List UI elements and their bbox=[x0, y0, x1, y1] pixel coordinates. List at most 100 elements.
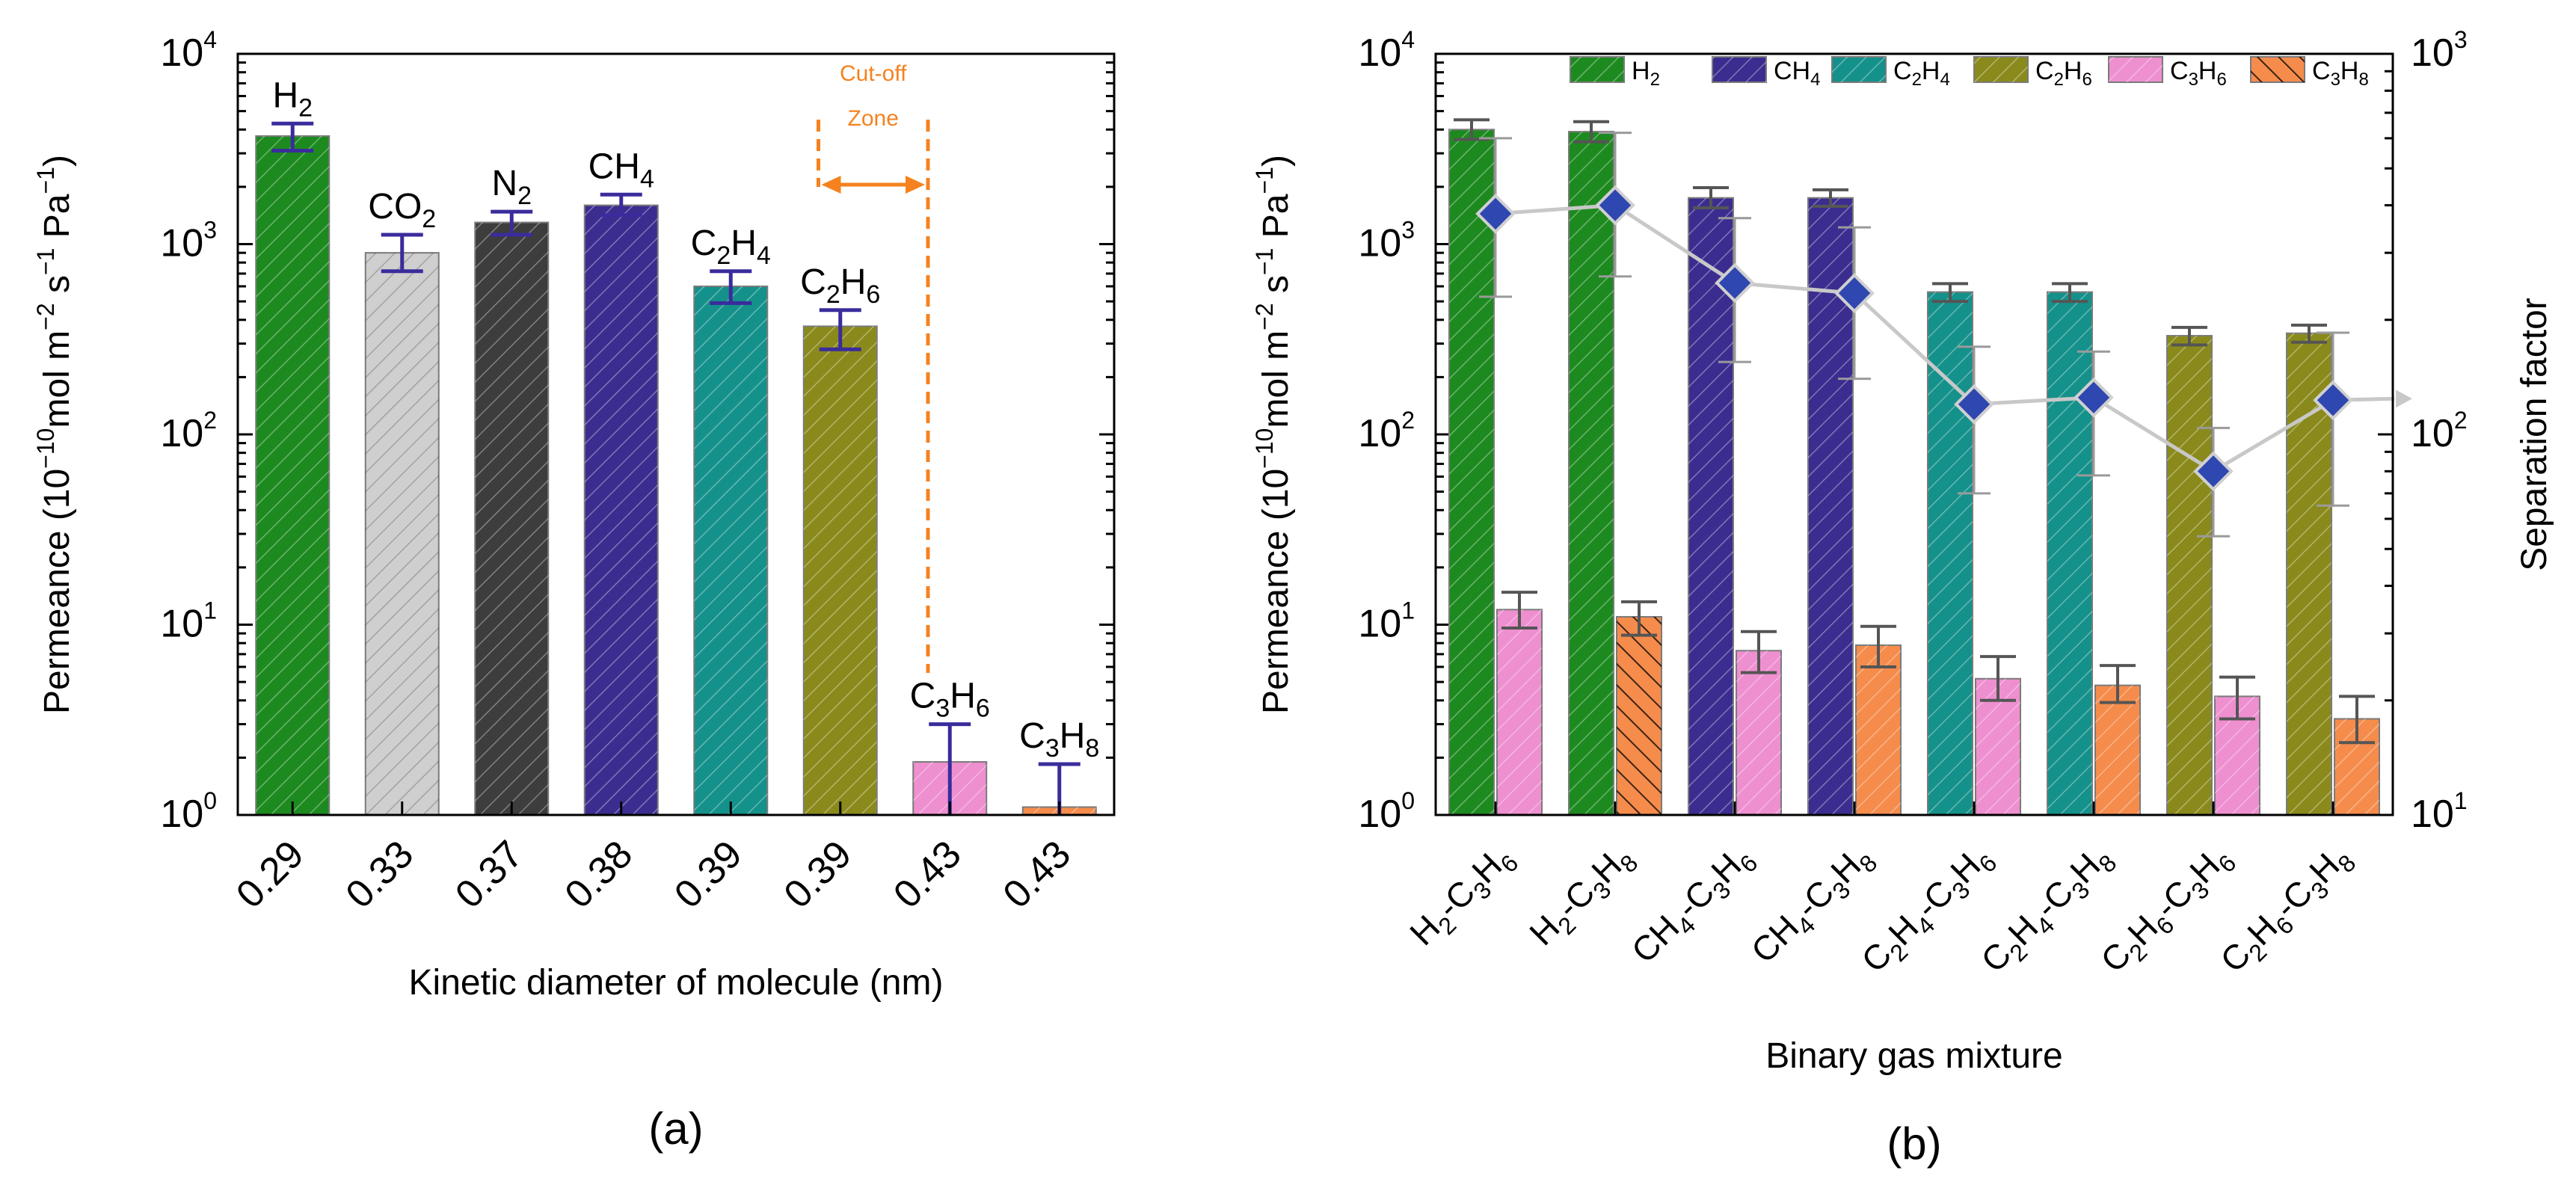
y2-tick-label-exp: 2 bbox=[2454, 407, 2468, 434]
legend-label-C2H4-part: H bbox=[1922, 57, 1940, 85]
bar-hatch-H2 bbox=[1569, 132, 1614, 816]
bar-label-CO2-part: 2 bbox=[422, 205, 436, 233]
bar-hatch-CH4 bbox=[584, 205, 658, 815]
legend-label-CH4: CH4 bbox=[1774, 57, 1820, 90]
legend-label-C2H6-part: 2 bbox=[2054, 70, 2064, 90]
y2-tick-label-exp: 1 bbox=[2454, 787, 2468, 814]
y-axis-label-part: −1 bbox=[1251, 248, 1278, 275]
bar-label-C2H6-part: C bbox=[800, 262, 826, 302]
y-axis-label: Permeance (10−10mol m−2 s−1 Pa−1) bbox=[1251, 155, 1296, 714]
y-tick-label-base: 10 bbox=[160, 412, 203, 455]
legend-label-H2: H2 bbox=[1632, 57, 1660, 90]
y-tick-label-base: 10 bbox=[1358, 603, 1401, 646]
x-tick-label: 0.38 bbox=[557, 832, 642, 917]
y-axis-label-part: ) bbox=[1256, 155, 1296, 167]
bar-label-C3H8-part: C bbox=[1019, 716, 1045, 756]
y-axis-label-part: −10 bbox=[1251, 428, 1278, 469]
legend-label-C2H6-part: H bbox=[2064, 57, 2082, 85]
panel-b-chart: 100101102103104101102103H2-C3H6H2-C3H8CH… bbox=[1251, 26, 2554, 1169]
y-axis-label-part: −2 bbox=[1251, 303, 1278, 330]
legend-swatch-hatch bbox=[2109, 57, 2162, 82]
separation-factor-point bbox=[1595, 185, 1635, 226]
bar-label-C2H6-part: 6 bbox=[866, 280, 880, 309]
legend-label-C3H6: C3H6 bbox=[2170, 57, 2227, 90]
bar-hatch-C3H8 bbox=[2095, 685, 2140, 815]
y-tick-label: 104 bbox=[1358, 26, 1415, 75]
y-axis-label-part: −1 bbox=[1251, 167, 1278, 194]
y-axis-label-part: Permeance (10 bbox=[37, 469, 77, 714]
y-axis-label-part: −10 bbox=[32, 428, 59, 469]
y-tick-label: 102 bbox=[160, 407, 217, 455]
x-tick-label: 0.29 bbox=[228, 832, 313, 917]
bar-hatch-H2 bbox=[1449, 129, 1494, 815]
legend-label-C2H4-part: C bbox=[1893, 57, 1912, 85]
separation-factor-arrow bbox=[2396, 390, 2412, 408]
bar-hatch-H2 bbox=[256, 135, 330, 816]
separation-factor-point bbox=[2193, 451, 2234, 492]
x-tick-label: H2-C3H8 bbox=[1522, 836, 1643, 957]
legend-label-C3H8: C3H8 bbox=[2312, 57, 2369, 90]
legend-label-H2-part: 2 bbox=[1650, 70, 1660, 90]
x-tick-label: H2-C3H6 bbox=[1402, 836, 1523, 957]
bar-label-H2-part: 2 bbox=[298, 93, 313, 122]
legend-label-C3H6-part: C bbox=[2170, 57, 2189, 85]
y-axis-label-part: Permeance (10 bbox=[1256, 469, 1296, 714]
separation-factor-point bbox=[1834, 273, 1875, 313]
bar-label-C3H8-part: 3 bbox=[1045, 734, 1060, 763]
y-tick-label: 100 bbox=[1358, 787, 1415, 836]
y-axis-label-part: mol m bbox=[1256, 330, 1296, 428]
y-tick-label-base: 10 bbox=[1358, 222, 1401, 265]
y-tick-label-base: 10 bbox=[1358, 412, 1401, 455]
y2-tick-label-exp: 3 bbox=[2454, 26, 2468, 53]
separation-factor-point bbox=[2074, 377, 2114, 418]
bar-label-C3H8-part: H bbox=[1060, 716, 1086, 756]
bar-hatch-C3H8 bbox=[1617, 616, 1662, 815]
bar-hatch-CO2 bbox=[365, 253, 439, 816]
bar-label-C2H4-part: H bbox=[731, 224, 757, 263]
legend-label-C3H8-part: C bbox=[2312, 57, 2331, 85]
bar-label-C3H6-part: H bbox=[950, 677, 976, 716]
bar-label-C3H8: C3H8 bbox=[1019, 716, 1099, 763]
legend-label-C2H4: C2H4 bbox=[1893, 57, 1950, 90]
y-axis-label-part: mol m bbox=[37, 330, 77, 428]
y-axis-label-part: Pa bbox=[1256, 194, 1296, 247]
legend-label-C3H6-part: 3 bbox=[2189, 70, 2198, 90]
y-tick-label: 101 bbox=[1358, 597, 1415, 646]
y-axis-label-part: s bbox=[1256, 275, 1296, 303]
bar-label-N2: N2 bbox=[491, 164, 532, 210]
x-tick-label: 0.33 bbox=[338, 832, 422, 917]
x-tick-label: C2H4-C3H6 bbox=[1854, 836, 2002, 984]
bar-hatch-C2H6 bbox=[803, 326, 877, 815]
panel-a-chart: 100101102103104H20.29CO20.33N20.37CH40.3… bbox=[32, 26, 1116, 1154]
x-tick-label: C2H4-C3H8 bbox=[1973, 836, 2121, 984]
legend-label-CH4-part: CH bbox=[1774, 57, 1810, 85]
y-tick-label-exp: 4 bbox=[203, 26, 217, 53]
y-tick-label-exp: 3 bbox=[203, 217, 217, 244]
legend-label-C3H8-part: 3 bbox=[2331, 70, 2340, 90]
bar-label-CH4-part: CH bbox=[588, 147, 640, 186]
bar-label-C2H6-part: 2 bbox=[826, 280, 840, 309]
bar-label-C3H6-part: 6 bbox=[976, 695, 990, 723]
bar-label-CO2: CO2 bbox=[368, 187, 436, 233]
legend-label-C3H8-part: H bbox=[2340, 57, 2359, 85]
y-axis-label-part: Pa bbox=[37, 194, 77, 247]
legend-label-C2H4-part: 2 bbox=[1912, 70, 1922, 90]
bar-label-C3H8-part: 8 bbox=[1085, 734, 1099, 763]
y-tick-label: 104 bbox=[160, 26, 217, 75]
bar-label-CH4: CH4 bbox=[588, 147, 654, 193]
legend-label-C2H6-part: 6 bbox=[2082, 70, 2091, 90]
cutoff-label: Cut-off bbox=[840, 61, 907, 86]
x-tick-label: C2H6-C3H8 bbox=[2213, 836, 2361, 984]
legend-label-CH4-part: 4 bbox=[1810, 70, 1820, 90]
bar-label-C3H6-part: 3 bbox=[935, 695, 950, 723]
separation-factor-point bbox=[1475, 194, 1516, 234]
y-axis-label-part: −1 bbox=[32, 248, 59, 275]
x-tick-label: 0.39 bbox=[666, 832, 751, 917]
bar-label-CO2-part: CO bbox=[368, 187, 422, 227]
separation-factor-point bbox=[1715, 262, 1755, 304]
bar-label-N2-part: 2 bbox=[517, 182, 532, 210]
legend-swatch-hatch bbox=[2251, 57, 2305, 82]
bar-hatch-C3H8 bbox=[1856, 644, 1901, 815]
bar-label-C3H6-part: C bbox=[910, 677, 936, 716]
